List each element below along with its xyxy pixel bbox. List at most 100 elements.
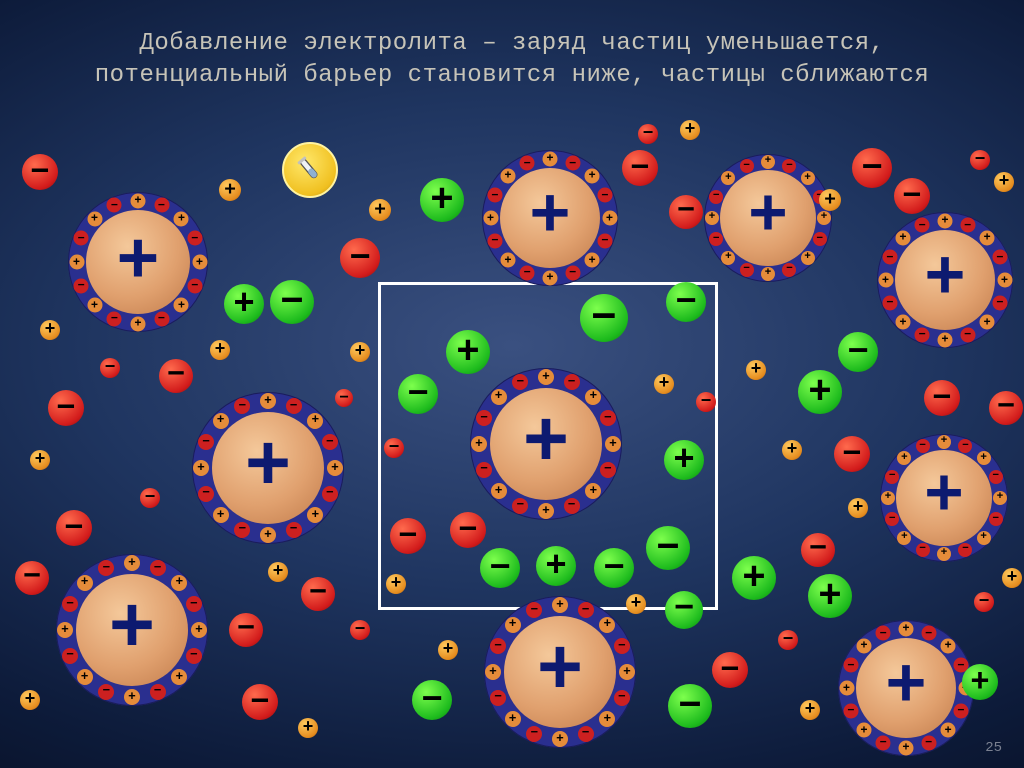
micro-plus-ion: + [491, 483, 507, 499]
micro-plus-ion: + [500, 253, 515, 268]
micro-plus-ion: + [69, 255, 84, 270]
slide-number: 25 [985, 740, 1002, 756]
micro-plus-ion: + [605, 436, 621, 452]
micro-plus-ion: + [977, 451, 991, 465]
positive-ion: + [1002, 568, 1022, 588]
micro-plus-ion: + [801, 251, 815, 265]
micro-plus-ion: + [817, 211, 831, 225]
micro-plus-ion: + [585, 389, 601, 405]
micro-plus-ion: + [899, 621, 914, 636]
micro-plus-ion: + [171, 575, 187, 591]
positive-ion: + [219, 179, 241, 201]
micro-plus-ion: + [761, 155, 775, 169]
positive-ion: + [420, 178, 464, 222]
micro-plus-ion: + [938, 213, 953, 228]
positive-ion: + [20, 690, 40, 710]
micro-plus-ion: + [505, 711, 521, 727]
micro-minus-ion: − [958, 543, 972, 557]
micro-plus-ion: + [213, 413, 229, 429]
negative-ion: − [384, 438, 404, 458]
micro-minus-ion: − [614, 690, 630, 706]
micro-plus-ion: + [980, 315, 995, 330]
micro-minus-ion: − [107, 198, 122, 213]
micro-minus-ion: − [322, 434, 338, 450]
micro-minus-ion: − [953, 703, 968, 718]
micro-minus-ion: − [476, 410, 492, 426]
micro-minus-ion: − [740, 159, 754, 173]
negative-ion: − [646, 526, 690, 570]
micro-minus-ion: − [916, 543, 930, 557]
micro-plus-ion: + [471, 436, 487, 452]
micro-minus-ion: − [813, 232, 827, 246]
micro-plus-ion: + [87, 211, 102, 226]
micro-minus-ion: − [844, 703, 859, 718]
positive-ion: + [536, 546, 576, 586]
micro-plus-ion: + [881, 491, 895, 505]
colloid-particle: ++−+−+−+−+−+−+−+− [880, 434, 1008, 562]
micro-minus-ion: − [960, 218, 975, 233]
micro-plus-ion: + [491, 389, 507, 405]
micro-plus-ion: + [599, 711, 615, 727]
micro-minus-ion: − [883, 250, 898, 265]
micro-minus-ion: − [74, 278, 89, 293]
negative-ion: − [778, 630, 798, 650]
micro-minus-ion: − [150, 684, 166, 700]
positive-ion: + [798, 370, 842, 414]
negative-ion: − [15, 561, 49, 595]
micro-minus-ion: − [578, 602, 594, 618]
micro-minus-ion: − [526, 726, 542, 742]
micro-minus-ion: − [992, 295, 1007, 310]
negative-ion: − [974, 592, 994, 612]
micro-plus-ion: + [761, 267, 775, 281]
micro-minus-ion: − [709, 190, 723, 204]
micro-plus-ion: + [131, 193, 146, 208]
micro-plus-ion: + [602, 211, 617, 226]
micro-plus-ion: + [993, 491, 1007, 505]
positive-ion: + [819, 189, 841, 211]
micro-plus-ion: + [171, 669, 187, 685]
negative-ion: − [696, 392, 716, 412]
negative-ion: − [894, 178, 930, 214]
micro-minus-ion: − [564, 498, 580, 514]
micro-minus-ion: − [876, 626, 891, 641]
micro-minus-ion: − [885, 470, 899, 484]
micro-minus-ion: − [198, 434, 214, 450]
negative-ion: − [335, 389, 353, 407]
slide-title: Добавление электролита – заряд частиц ум… [0, 28, 1024, 93]
negative-ion: − [989, 391, 1023, 425]
negative-ion: − [56, 510, 92, 546]
micro-minus-ion: − [614, 638, 630, 654]
micro-plus-ion: + [941, 723, 956, 738]
micro-plus-ion: + [937, 435, 951, 449]
negative-ion: − [852, 148, 892, 188]
micro-minus-ion: − [782, 159, 796, 173]
negative-ion: − [412, 680, 452, 720]
positive-ion: + [446, 330, 490, 374]
micro-plus-ion: + [87, 298, 102, 313]
micro-plus-ion: + [585, 253, 600, 268]
micro-minus-ion: − [187, 231, 202, 246]
positive-ion: + [732, 556, 776, 600]
micro-plus-ion: + [552, 597, 568, 613]
micro-minus-ion: − [187, 278, 202, 293]
negative-ion: − [580, 294, 628, 342]
micro-plus-ion: + [801, 171, 815, 185]
micro-plus-ion: + [543, 151, 558, 166]
micro-minus-ion: − [564, 374, 580, 390]
micro-plus-ion: + [131, 316, 146, 331]
negative-ion: − [666, 282, 706, 322]
positive-ion: + [680, 120, 700, 140]
negative-ion: − [924, 380, 960, 416]
micro-minus-ion: − [490, 638, 506, 654]
micro-plus-ion: + [977, 531, 991, 545]
micro-minus-ion: − [844, 658, 859, 673]
micro-plus-ion: + [191, 622, 207, 638]
micro-minus-ion: − [989, 470, 1003, 484]
micro-plus-ion: + [485, 664, 501, 680]
micro-plus-ion: + [174, 211, 189, 226]
positive-ion: + [369, 199, 391, 221]
micro-plus-ion: + [192, 255, 207, 270]
colloid-particle: ++−+−+−+−+−+−+−+− [68, 192, 208, 332]
positive-ion: + [994, 172, 1014, 192]
micro-minus-ion: − [154, 311, 169, 326]
